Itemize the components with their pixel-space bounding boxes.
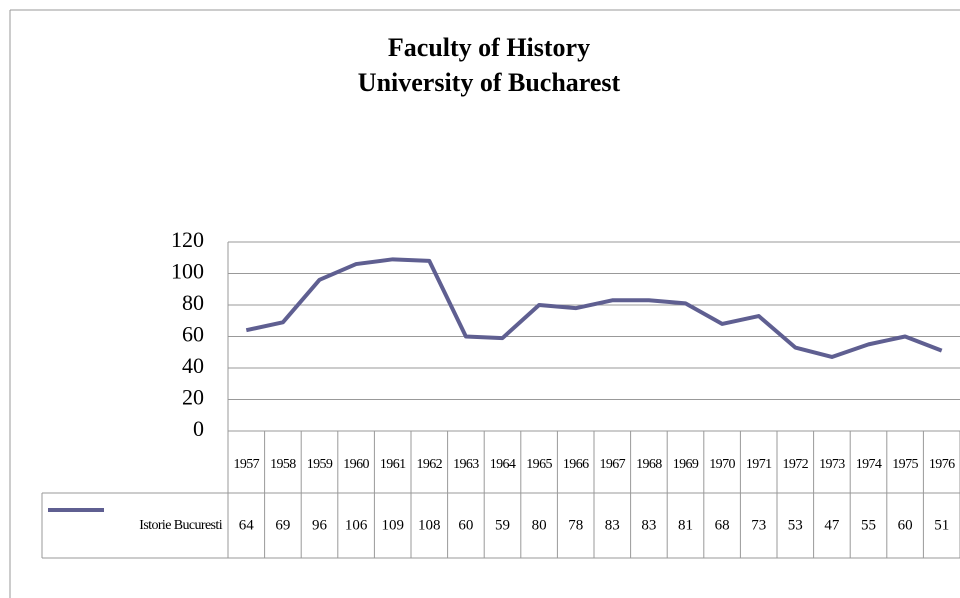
x-tick-label: 1968 — [636, 457, 662, 472]
x-tick-label: 1957 — [233, 457, 259, 472]
table-value: 83 — [605, 517, 620, 533]
x-tick-label: 1963 — [453, 457, 479, 472]
x-tick-label: 1962 — [416, 457, 442, 472]
table-value: 81 — [678, 517, 693, 533]
table-value: 108 — [418, 517, 441, 533]
series-line — [245, 257, 943, 359]
table-value: 106 — [345, 517, 368, 533]
table-value: 73 — [751, 517, 766, 533]
x-tick-label: 1972 — [782, 457, 808, 472]
table-value: 51 — [934, 517, 949, 533]
x-tick-label: 1967 — [599, 457, 625, 472]
x-tick-label: 1959 — [307, 457, 333, 472]
table-value: 55 — [861, 517, 876, 533]
x-tick-label: 1975 — [892, 457, 918, 472]
y-tick-label: 120 — [171, 227, 204, 252]
table-value: 53 — [788, 517, 803, 533]
y-tick-label: 20 — [182, 385, 204, 410]
x-tick-label: 1969 — [673, 457, 699, 472]
x-tick-label: 1964 — [490, 457, 516, 472]
x-tick-label: 1973 — [819, 457, 845, 472]
table-value: 83 — [641, 517, 656, 533]
table-value: 68 — [715, 517, 730, 533]
x-tick-label: 1960 — [343, 457, 369, 472]
y-tick-label: 100 — [171, 259, 204, 284]
y-tick-label: 0 — [193, 416, 204, 441]
x-tick-label: 1958 — [270, 457, 296, 472]
x-tick-label: 1966 — [563, 457, 589, 472]
table-value: 78 — [568, 517, 583, 533]
y-tick-label: 80 — [182, 290, 204, 315]
chart-title: University of Bucharest — [358, 68, 621, 97]
y-tick-label: 40 — [182, 353, 204, 378]
table-value: 69 — [275, 517, 290, 533]
table-value: 60 — [458, 517, 473, 533]
x-tick-label: 1970 — [709, 457, 735, 472]
x-tick-label: 1965 — [526, 457, 552, 472]
table-value: 60 — [898, 517, 913, 533]
x-tick-label: 1971 — [746, 457, 772, 472]
table-value: 109 — [381, 517, 404, 533]
x-tick-label: 1961 — [380, 457, 406, 472]
table-value: 47 — [824, 517, 840, 533]
chart-title: Faculty of History — [388, 33, 590, 62]
y-tick-label: 60 — [182, 322, 204, 347]
table-value: 59 — [495, 517, 510, 533]
table-value: 96 — [312, 517, 328, 533]
x-tick-label: 1974 — [856, 457, 882, 472]
table-value: 80 — [532, 517, 547, 533]
legend-label: Istorie Bucuresti — [139, 518, 222, 533]
x-tick-label: 1976 — [929, 457, 955, 472]
table-value: 64 — [239, 517, 255, 533]
